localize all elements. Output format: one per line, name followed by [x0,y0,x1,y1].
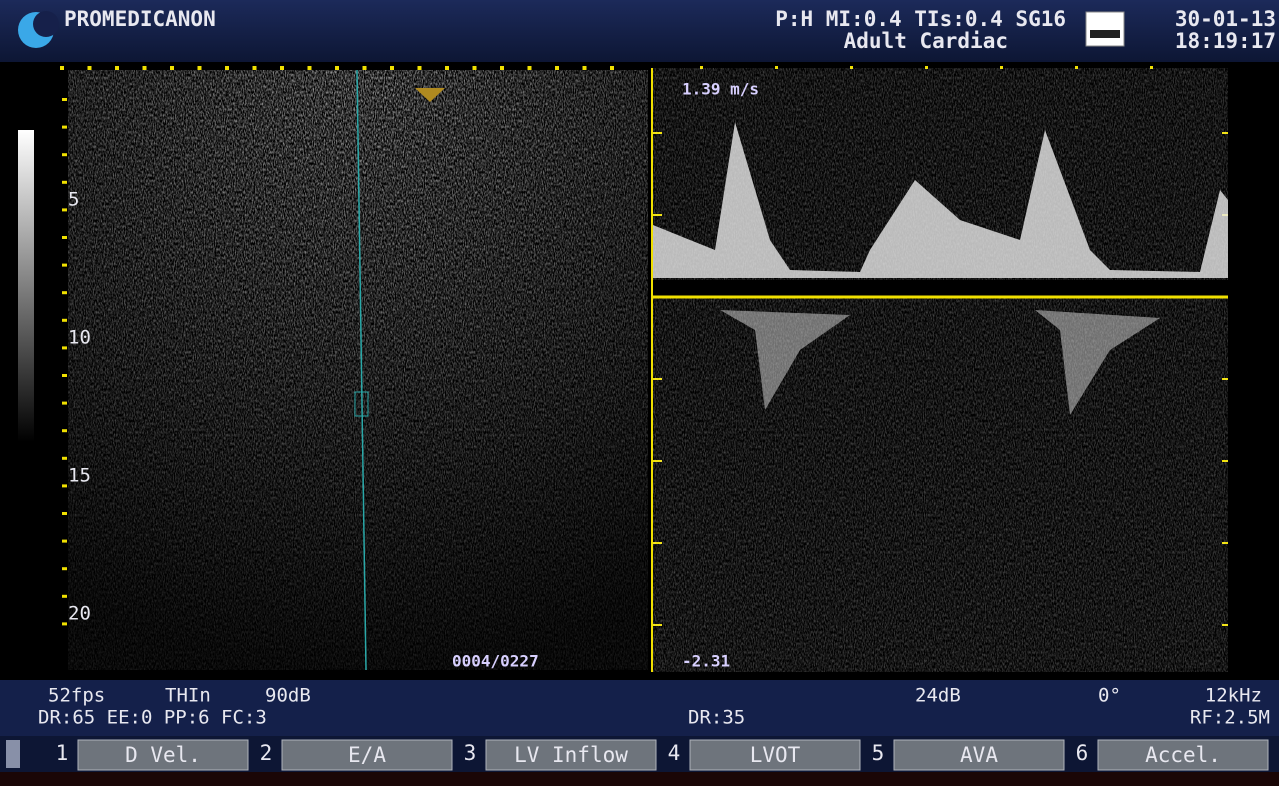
status: DR:65 EE:0 PP:6 FC:3 [38,707,267,729]
depth-label: 5 [68,189,79,211]
ruler-dot [418,66,422,70]
ruler-dot [62,126,67,129]
status: THIn [165,685,211,707]
ruler-dot [62,457,67,460]
ruler-dot [60,66,64,70]
ruler-dot [62,181,67,184]
ruler-dot [363,66,367,70]
softkey-number: 1 [56,741,69,765]
ruler-dot [62,236,67,239]
ultrasound-screen: PROMEDICANON P:H MI:0.4 TIs:0.4 SG16 Adu… [0,0,1279,786]
softkey-number: 5 [872,741,885,765]
ruler-dot [308,66,312,70]
ruler-dot [143,66,147,70]
softkey-number: 6 [1076,741,1089,765]
ruler-dot [280,66,284,70]
ruler-dot [62,291,67,294]
softkey-label: Accel. [1145,743,1221,767]
status: DR:35 [688,707,745,729]
ruler-dot [62,98,67,101]
status: 90dB [265,685,311,707]
ruler-dot [610,66,614,70]
params: P:H MI:0.4 TIs:0.4 SG16 [775,7,1066,31]
status: 12kHz [1205,685,1262,707]
ruler-dot [62,540,67,543]
ruler-dot [62,264,67,267]
menu-icon [6,740,20,768]
ruler-dot [62,512,67,515]
baseline-band [653,280,1228,296]
softkey-number: 3 [464,741,477,765]
ruler-dot [62,429,67,432]
ruler-dot [528,66,532,70]
ruler-dot [62,208,67,211]
status: 24dB [915,685,961,707]
ruler-dot [583,66,587,70]
footer [0,772,1279,786]
ruler-dot [473,66,477,70]
depth-label: 10 [68,327,91,349]
doppler-panel [652,68,1228,672]
clip-icon [1090,30,1120,38]
status: 52fps [48,685,105,707]
status: RF:2.5M [1190,707,1270,729]
ruler-dot [335,66,339,70]
date: 30-01-13 [1175,7,1276,31]
softkey-label: LVOT [750,743,801,767]
ruler-dot [62,346,67,349]
clip-icon [1086,12,1124,46]
ruler-dot [198,66,202,70]
ruler-dot [62,484,67,487]
velocity-bottom: -2.31 [682,652,730,671]
softkey-label: LV Inflow [514,743,628,767]
ruler-dot [62,319,67,322]
softkey-label: D Vel. [125,743,201,767]
softkey-label: AVA [960,743,998,767]
ruler-dot [253,66,257,70]
ruler-dot [115,66,119,70]
ruler-dot [88,66,92,70]
softkey-label: E/A [348,743,386,767]
velocity-top: 1.39 m/s [682,80,759,99]
page: PROMEDICANON P:H MI:0.4 TIs:0.4 SG16 Adu… [0,0,1279,786]
ruler-dot [62,374,67,377]
ruler-dot [62,595,67,598]
preset: Adult Cardiac [844,29,1008,53]
ruler-dot [445,66,449,70]
softkey-number: 2 [260,741,273,765]
ruler-dot [500,66,504,70]
status: 0° [1098,685,1121,707]
depth-label: 20 [68,603,91,625]
orientation-marker [415,88,445,102]
depth-label: 15 [68,465,91,487]
ruler-dot [62,622,67,625]
ruler-dot [390,66,394,70]
gray-scale-bar [18,130,34,442]
ruler-dot [62,402,67,405]
ruler-dot [62,153,67,156]
time: 18:19:17 [1175,29,1276,53]
frame-counter: 0004/0227 [452,652,539,671]
ruler-dot [62,567,67,570]
brand: PROMEDICANON [64,7,216,31]
ruler-dot [555,66,559,70]
softkey-number: 4 [668,741,681,765]
logo [33,11,59,37]
ruler-dot [225,66,229,70]
ruler-dot [170,66,174,70]
